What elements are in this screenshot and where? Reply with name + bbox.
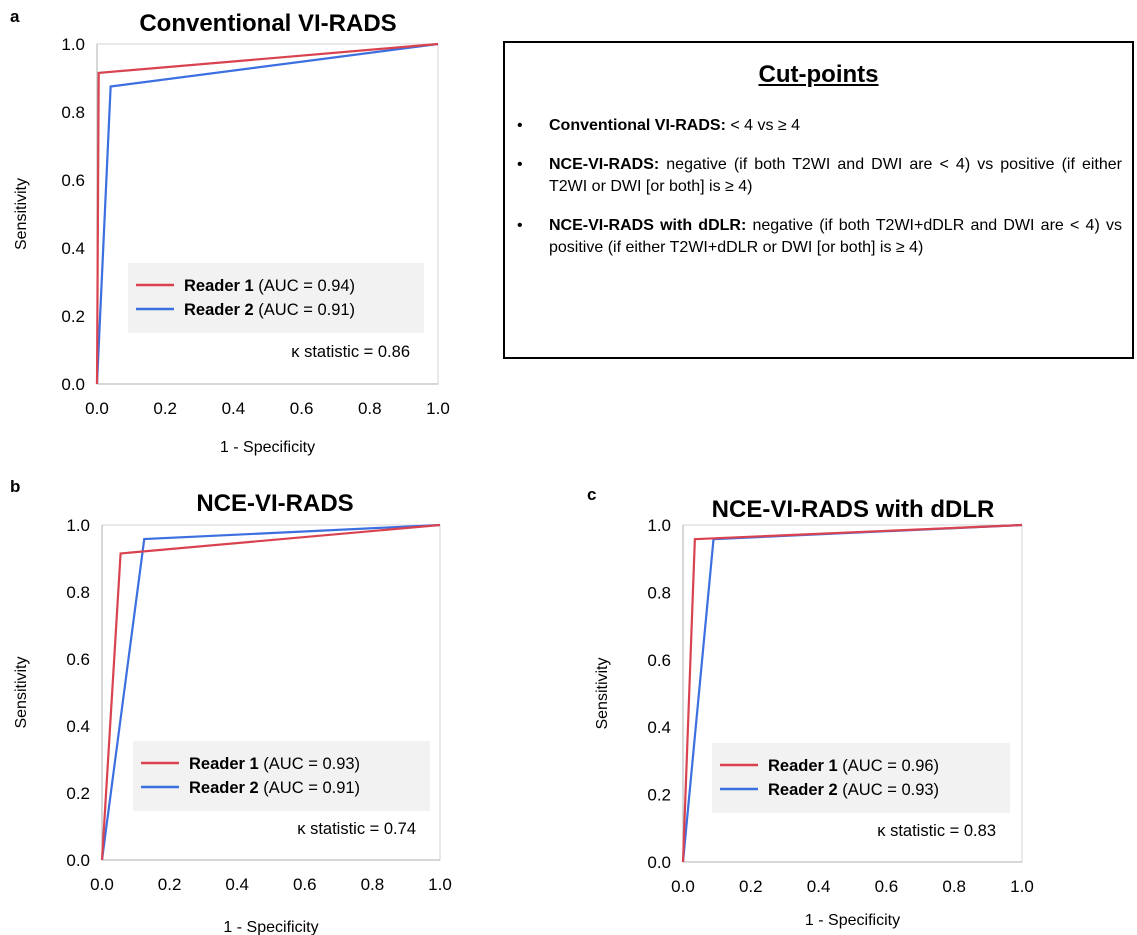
roc-line-reader-1 [95, 42, 439, 385]
legend-series-name: Reader 1 [768, 757, 838, 775]
x-tick-label: 0.0 [671, 877, 695, 896]
legend-label: Reader 2 (AUC = 0.91) [189, 779, 360, 797]
y-tick-label: 0.8 [66, 583, 90, 602]
y-tick-label: 0.2 [66, 784, 90, 803]
roc-line-reader-2 [100, 523, 441, 861]
legend-label: Reader 2 (AUC = 0.91) [184, 301, 355, 319]
legend-auc: (AUC = 0.91) [259, 779, 360, 797]
legend-box [128, 263, 424, 333]
y-tick-label: 0.2 [647, 786, 671, 805]
legend-label: Reader 1 (AUC = 0.94) [184, 277, 355, 295]
x-axis-label: 1 - Specificity [220, 439, 315, 456]
chart-title: NCE-VI-RADS [196, 490, 353, 517]
y-tick-label: 0.0 [61, 375, 85, 394]
y-axis-label: Sensitivity [13, 656, 30, 728]
x-tick-label: 0.0 [90, 875, 114, 894]
x-tick-label: 0.0 [85, 399, 109, 418]
legend-series-name: Reader 2 [768, 781, 838, 799]
cutpoint-term: NCE-VI-RADS: [549, 156, 660, 173]
x-tick-label: 0.6 [875, 877, 899, 896]
chart-panel-a: a Conventional VI-RADS 0.0 0.2 0.4 0.6 0.8 1.0 0… [10, 7, 450, 456]
legend-auc: (AUC = 0.94) [254, 277, 355, 295]
y-tick-label: 0.4 [647, 718, 671, 737]
y-tick-label: 0.8 [61, 103, 85, 122]
kappa-annotation: κ statistic = 0.83 [877, 822, 996, 840]
x-tick-label: 0.8 [942, 877, 966, 896]
cutpoint-item: • Conventional VI-RADS: < 4 vs ≥ 4 [513, 115, 1122, 137]
x-axis-label: 1 - Specificity [223, 919, 318, 935]
x-tick-label: 1.0 [428, 875, 452, 894]
cutpoint-rule: negative (if both T2WI+dDLR and DWI are … [549, 217, 1122, 256]
x-tick-label: 0.2 [158, 875, 182, 894]
bullet-icon: • [517, 156, 523, 173]
roc-line-reader-1 [681, 523, 1023, 863]
legend-auc: (AUC = 0.96) [838, 757, 939, 775]
panel-letter: c [587, 485, 596, 504]
x-tick-label: 0.4 [807, 877, 831, 896]
y-tick-label: 0.4 [66, 717, 90, 736]
panel-letter: a [10, 7, 20, 26]
chart-panel-b: b NCE-VI-RADS 0.0 0.2 0.4 0.6 0.8 1.0 0.0 0.2 0.4 0… [10, 477, 452, 935]
legend-series-name: Reader 1 [189, 755, 259, 773]
cutpoint-item: • NCE-VI-RADS with dDLR: negative (if bot… [513, 215, 1122, 259]
y-tick-label: 0.2 [61, 307, 85, 326]
roc-line-reader-2 [95, 42, 439, 385]
y-tick-label: 1.0 [647, 516, 671, 535]
cutpoint-term: NCE-VI-RADS with dDLR: [549, 217, 747, 234]
kappa-annotation: κ statistic = 0.74 [297, 820, 416, 838]
chart-title: Conventional VI-RADS [139, 10, 396, 37]
cutpoint-rule: < 4 vs ≥ 4 [725, 117, 801, 134]
cutpoint-rule: negative (if both T2WI and DWI are < 4) … [549, 156, 1122, 195]
chart-title: NCE-VI-RADS with dDLR [712, 496, 995, 523]
y-tick-label: 0.8 [647, 583, 671, 602]
y-tick-label: 0.6 [647, 651, 671, 670]
y-tick-label: 1.0 [66, 516, 90, 535]
bullet-icon: • [517, 217, 523, 234]
cutpoints-box: Cut-points • Conventional VI-RADS: < 4 vs… [503, 41, 1134, 359]
x-tick-label: 0.6 [290, 399, 314, 418]
cutpoints-title: Cut-points [758, 61, 879, 88]
cutpoint-term: Conventional VI-RADS: [549, 117, 726, 134]
chart-panel-c: c NCE-VI-RADS with dDLR 0.0 0.2 0.4 0.6 0.8 1.0… [587, 485, 1034, 929]
legend-series-name: Reader 2 [189, 779, 259, 797]
x-tick-label: 1.0 [1010, 877, 1034, 896]
legend-label: Reader 1 (AUC = 0.96) [768, 757, 939, 775]
roc-line-reader-1 [100, 523, 441, 861]
legend-label: Reader 2 (AUC = 0.93) [768, 781, 939, 799]
legend-box [712, 743, 1010, 813]
panel-letter: b [10, 477, 20, 496]
cutpoint-item: • NCE-VI-RADS: negative (if both T2WI and… [513, 154, 1122, 198]
y-tick-label: 1.0 [61, 35, 85, 54]
legend-auc: (AUC = 0.91) [254, 301, 355, 319]
y-axis-label: Sensitivity [13, 178, 30, 250]
y-tick-label: 0.4 [61, 239, 85, 258]
kappa-annotation: κ statistic = 0.86 [291, 343, 410, 361]
y-axis-label: Sensitivity [594, 657, 611, 729]
legend-series-name: Reader 2 [184, 301, 254, 319]
legend-label: Reader 1 (AUC = 0.93) [189, 755, 360, 773]
x-tick-label: 0.8 [358, 399, 382, 418]
bullet-icon: • [517, 117, 523, 134]
x-tick-label: 0.2 [739, 877, 763, 896]
x-tick-label: 0.2 [153, 399, 177, 418]
x-axis-label: 1 - Specificity [805, 912, 900, 929]
x-tick-label: 1.0 [426, 399, 450, 418]
x-tick-label: 0.4 [225, 875, 249, 894]
legend-box [133, 741, 430, 811]
legend-auc: (AUC = 0.93) [259, 755, 360, 773]
legend-auc: (AUC = 0.93) [838, 781, 939, 799]
y-tick-label: 0.6 [66, 650, 90, 669]
y-tick-label: 0.0 [647, 853, 671, 872]
x-tick-label: 0.8 [361, 875, 385, 894]
x-tick-label: 0.4 [222, 399, 246, 418]
legend-series-name: Reader 1 [184, 277, 254, 295]
y-tick-label: 0.6 [61, 171, 85, 190]
cutpoints-list: • Conventional VI-RADS: < 4 vs ≥ 4 • NCE-V… [513, 115, 1122, 276]
x-tick-label: 0.6 [293, 875, 317, 894]
y-tick-label: 0.0 [66, 851, 90, 870]
